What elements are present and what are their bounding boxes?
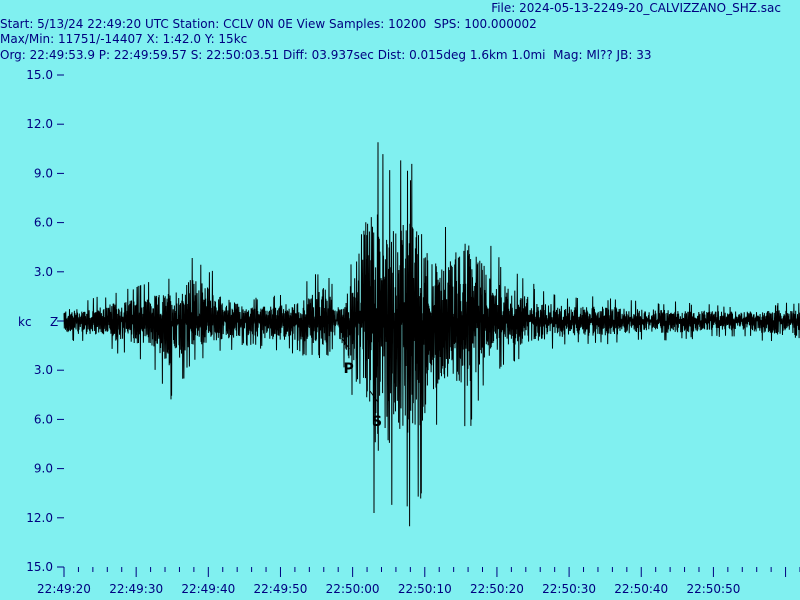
y-tick-label: 12.0: [26, 511, 53, 525]
x-tick-label: 22:50:30: [542, 582, 596, 596]
s-phase-label: S: [372, 414, 382, 430]
axis-unit-label: kc: [18, 315, 32, 329]
x-tick-label: 22:49:40: [181, 582, 235, 596]
x-tick-label: 22:50:10: [398, 582, 452, 596]
x-tick-label: 22:50:00: [326, 582, 380, 596]
seismic-trace: [63, 142, 800, 527]
x-tick-label: 22:50:40: [614, 582, 668, 596]
x-tick-label: 22:50:50: [686, 582, 740, 596]
max-min-info: Max/Min: 11751/-14407 X: 1:42.0 Y: 15kc: [0, 32, 248, 46]
file-name-label: File: 2024-05-13-2249-20_CALVIZZANO_SHZ.…: [491, 1, 781, 15]
y-tick-label: 6.0: [34, 412, 53, 426]
y-tick-label: 6.0: [34, 216, 53, 230]
origin-phase-info: Org: 22:49:53.9 P: 22:49:59.57 S: 22:50:…: [0, 48, 652, 62]
component-label: Z: [50, 315, 58, 329]
x-tick-label: 22:49:20: [37, 582, 91, 596]
y-tick-label: 3.0: [34, 363, 53, 377]
y-tick-label: 3.0: [34, 265, 53, 279]
y-tick-label: 9.0: [34, 166, 53, 180]
x-tick-label: 22:49:50: [254, 582, 308, 596]
s-phase-marker: S: [369, 390, 382, 430]
start-station-info: Start: 5/13/24 22:49:20 UTC Station: CCL…: [0, 17, 537, 31]
x-axis: 22:49:20 22:49:30 22:49:40 22:49:50 22:50:00…: [37, 567, 800, 596]
y-tick-label: 15.0: [26, 68, 53, 82]
x-tick-label: 22:49:30: [109, 582, 163, 596]
p-phase-label: P: [344, 361, 354, 377]
p-phase-marker: P: [341, 337, 354, 377]
x-tick-label: 22:50:20: [470, 582, 524, 596]
y-tick-label: 15.0: [26, 560, 53, 574]
y-axis: 15.0 12.0 9.0 6.0 3.0 3.0 6.0 9.0 12.0 15.0: [26, 68, 64, 574]
y-tick-label: 12.0: [26, 117, 53, 131]
y-tick-label: 9.0: [34, 462, 53, 476]
